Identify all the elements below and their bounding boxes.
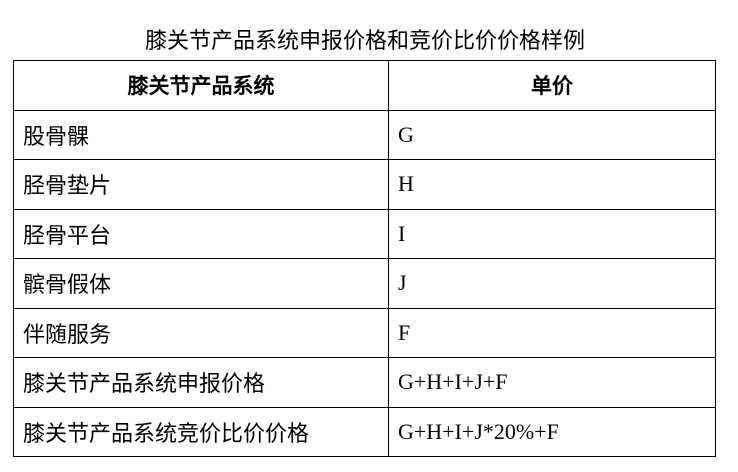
table-row: 胫骨平台 I xyxy=(13,208,716,259)
product-cell: 伴随服务 xyxy=(13,307,389,358)
price-cell: F xyxy=(388,307,716,358)
price-cell: H xyxy=(388,159,716,210)
column-header-price: 单价 xyxy=(388,60,716,111)
table-header-row: 膝关节产品系统 单价 xyxy=(13,60,716,111)
price-cell: I xyxy=(388,208,716,259)
product-cell: 膝关节产品系统申报价格 xyxy=(13,357,389,408)
product-cell: 髌骨假体 xyxy=(13,258,389,309)
table-row: 胫骨垫片 H xyxy=(13,159,716,210)
document-title: 膝关节产品系统申报价格和竞价比价价格样例 xyxy=(144,28,585,53)
table-row: 股骨髁 G xyxy=(13,109,716,160)
price-table: 膝关节产品系统 单价 股骨髁 G 胫骨垫片 H 胫骨平台 I 髌骨假体 J 伴随服务 F 膝关节产品… xyxy=(13,60,716,457)
table-row: 膝关节产品系统申报价格 G+H+I+J+F xyxy=(13,357,716,408)
product-cell: 胫骨平台 xyxy=(13,208,389,259)
product-cell: 膝关节产品系统竞价比价价格 xyxy=(13,406,389,457)
table-row: 髌骨假体 J xyxy=(13,258,716,309)
price-cell: G+H+I+J+F xyxy=(388,357,716,408)
table-row: 膝关节产品系统竞价比价价格 G+H+I+J*20%+F xyxy=(13,406,716,457)
price-cell: G xyxy=(388,109,716,160)
product-cell: 股骨髁 xyxy=(13,109,389,160)
column-header-product: 膝关节产品系统 xyxy=(13,60,389,111)
table-row: 伴随服务 F xyxy=(13,307,716,358)
price-cell: G+H+I+J*20%+F xyxy=(388,406,716,457)
product-cell: 胫骨垫片 xyxy=(13,159,389,210)
price-cell: J xyxy=(388,258,716,309)
